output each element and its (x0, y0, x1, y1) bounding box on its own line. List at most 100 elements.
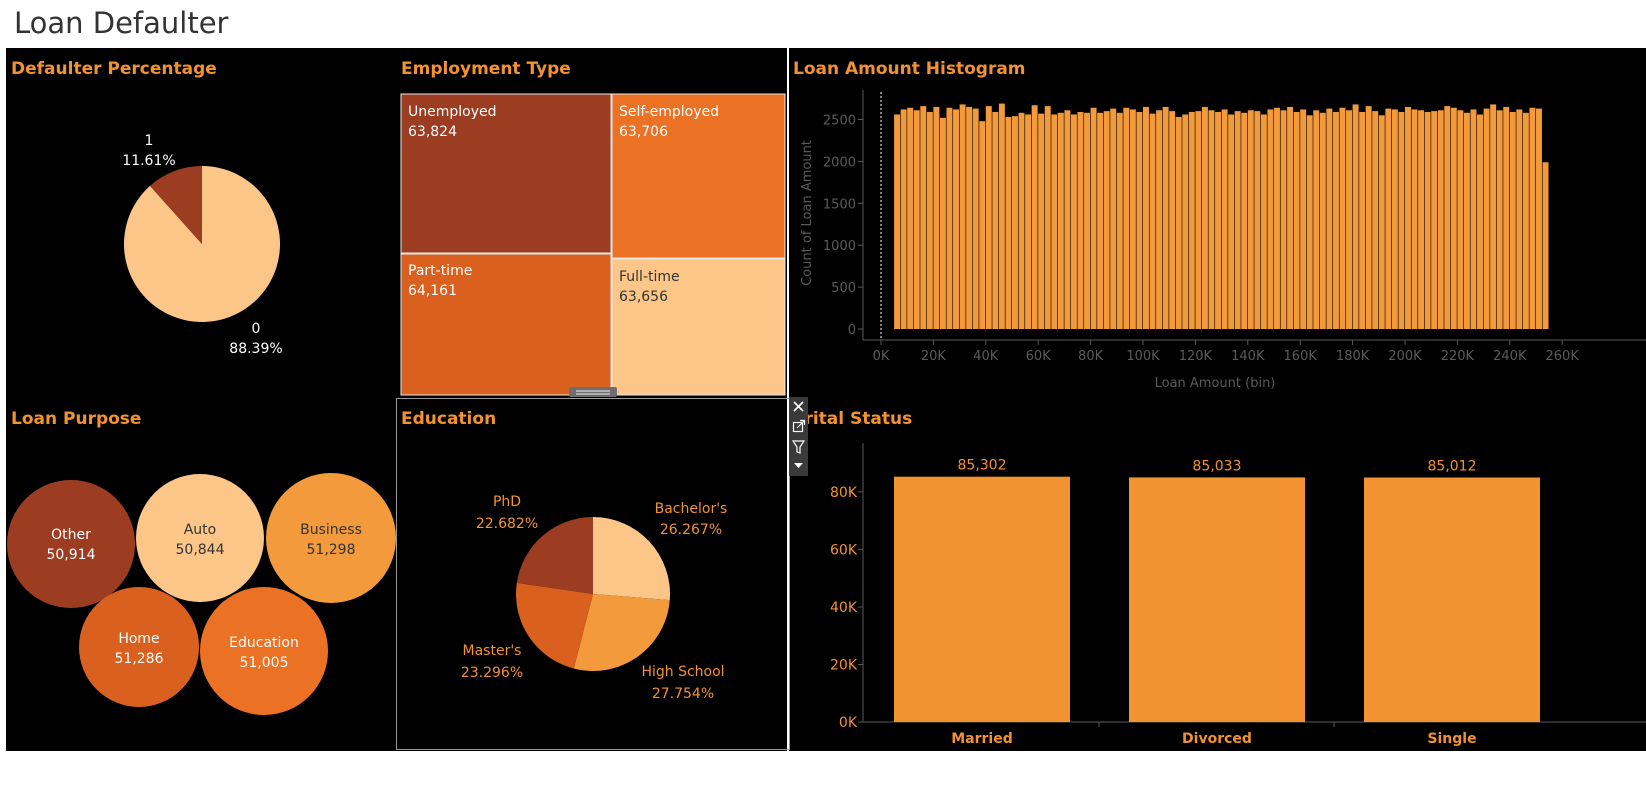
histogram-bar[interactable] (1267, 109, 1274, 329)
defaulter-percentage-sheet[interactable]: Defaulter Percentage 1 11.61% 0 88.39% (11, 59, 283, 357)
defaulter-pie-chart[interactable] (123, 166, 280, 322)
histogram-bar[interactable] (913, 110, 920, 329)
histogram-bar[interactable] (1326, 108, 1333, 329)
treemap-tile-full-time[interactable] (611, 258, 786, 396)
histogram-bar[interactable] (926, 111, 933, 330)
histogram-bar[interactable] (1378, 115, 1385, 329)
histogram-bar[interactable] (1031, 105, 1038, 329)
more-options-icon[interactable] (794, 463, 803, 468)
histogram-bar[interactable] (1437, 110, 1444, 329)
histogram-bar[interactable] (953, 109, 959, 329)
histogram-bar[interactable] (1424, 111, 1431, 330)
histogram-bar[interactable] (1319, 112, 1326, 329)
histogram-bar[interactable] (1463, 112, 1470, 329)
bubble-education[interactable] (200, 587, 328, 715)
histogram-bar[interactable] (1057, 112, 1064, 329)
histogram-bar[interactable] (1470, 109, 1477, 329)
histogram-bar[interactable] (894, 114, 901, 329)
histogram-bar[interactable] (992, 111, 999, 330)
histogram-bar[interactable] (1247, 110, 1254, 329)
histogram-bar[interactable] (966, 106, 973, 330)
histogram-bar[interactable] (1405, 106, 1411, 330)
histogram-bar[interactable] (1221, 109, 1228, 329)
histogram-bar[interactable] (1280, 110, 1287, 329)
histogram-bar[interactable] (1195, 111, 1202, 329)
histogram-bar[interactable] (1332, 111, 1339, 330)
marital-bar-divorced[interactable] (1129, 477, 1305, 722)
bubble-other[interactable] (7, 480, 135, 608)
histogram-bar[interactable] (1411, 109, 1418, 329)
histogram-bar[interactable] (1215, 111, 1221, 330)
histogram-bar[interactable] (1300, 109, 1307, 329)
histogram-bar[interactable] (1359, 111, 1366, 330)
popout-icon[interactable] (792, 419, 806, 433)
histogram-bar[interactable] (1509, 111, 1516, 330)
histogram-bar[interactable] (1306, 115, 1313, 329)
histogram-bar[interactable] (1090, 107, 1097, 329)
marital-bars[interactable]: 85,302 Married 85,033 Divorced 85,012 Single (894, 458, 1540, 747)
histogram-bar[interactable] (1018, 112, 1025, 329)
histogram-bar[interactable] (998, 103, 1005, 329)
histogram-bar[interactable] (1077, 111, 1084, 330)
histogram-bars[interactable] (894, 103, 1549, 330)
histogram-bar[interactable] (1097, 112, 1104, 329)
histogram-bar[interactable] (1542, 162, 1549, 329)
histogram-bar[interactable] (1287, 106, 1294, 330)
histogram-bar[interactable] (1169, 111, 1176, 329)
education-pie-slice-2[interactable] (516, 582, 593, 669)
histogram-bar[interactable] (1123, 107, 1130, 329)
histogram-bar[interactable] (1372, 111, 1379, 329)
histogram-bar[interactable] (1103, 111, 1110, 329)
defaulter-pie-slice-1[interactable] (150, 166, 202, 244)
bubble-auto[interactable] (136, 474, 264, 602)
histogram-bar[interactable] (1483, 108, 1490, 329)
histogram-bar[interactable] (1431, 111, 1438, 329)
histogram-bar[interactable] (1143, 106, 1149, 330)
histogram-bar[interactable] (1228, 114, 1235, 329)
histogram-bar[interactable] (1188, 111, 1195, 330)
histogram-bar[interactable] (1391, 109, 1398, 329)
histogram-bar[interactable] (939, 117, 946, 329)
histogram-bar[interactable] (1339, 107, 1346, 329)
histogram-bar[interactable] (1025, 114, 1032, 329)
histogram-bar[interactable] (979, 121, 986, 330)
histogram-bar[interactable] (1175, 116, 1182, 330)
histogram-bar[interactable] (1536, 108, 1542, 329)
histogram-bar[interactable] (1005, 116, 1012, 330)
defaulter-pie-slice-0[interactable] (123, 166, 280, 322)
histogram-bar[interactable] (1274, 107, 1280, 329)
histogram-bar[interactable] (1365, 106, 1372, 329)
histogram-bar[interactable] (972, 108, 979, 329)
histogram-bar[interactable] (1012, 116, 1018, 330)
histogram-bar[interactable] (920, 106, 927, 329)
histogram-bar[interactable] (1129, 109, 1136, 329)
histogram-bar[interactable] (1516, 109, 1523, 329)
treemap-tile-self-employed[interactable] (611, 93, 786, 259)
bubble-home[interactable] (79, 587, 199, 707)
resize-handle-icon[interactable] (569, 387, 617, 397)
loan-purpose-sheet[interactable]: Loan Purpose Other 50,914 Auto 50,844 Bu… (7, 409, 396, 715)
histogram-bar[interactable] (933, 106, 940, 330)
histogram-bar[interactable] (1418, 110, 1425, 329)
histogram-bar[interactable] (1116, 112, 1123, 329)
marital-bar-single[interactable] (1364, 477, 1540, 723)
histogram-bar[interactable] (1496, 110, 1503, 329)
histogram-bar[interactable] (1241, 112, 1248, 329)
employment-type-sheet[interactable]: Employment Type Unemployed 63,824 Self-e… (400, 59, 786, 397)
histogram-bar[interactable] (1110, 108, 1117, 329)
histogram-bar[interactable] (1313, 110, 1320, 329)
histogram-bar[interactable] (946, 107, 953, 329)
marital-bar-married[interactable] (894, 476, 1070, 722)
education-pie-chart[interactable] (516, 517, 671, 671)
histogram-bar[interactable] (1044, 106, 1051, 329)
histogram-bar[interactable] (1051, 114, 1058, 329)
marital-status-sheet[interactable]: arital Status 85,302 Married 85,033 Divorce… (793, 409, 1646, 747)
education-pie-slice-3[interactable] (516, 517, 593, 594)
histogram-bar[interactable] (1162, 106, 1169, 330)
histogram-bar[interactable] (1444, 106, 1451, 329)
histogram-bar[interactable] (1385, 108, 1392, 329)
histogram-bar[interactable] (1070, 114, 1077, 329)
histogram-bar[interactable] (1346, 110, 1352, 329)
histogram-bar[interactable] (1522, 112, 1529, 329)
histogram-bar[interactable] (1234, 111, 1241, 329)
